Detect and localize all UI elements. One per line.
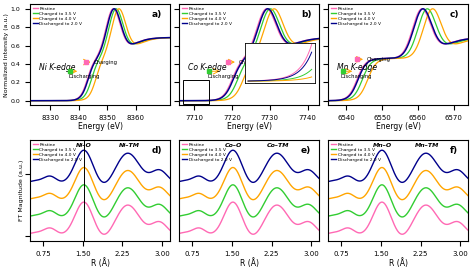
Text: d): d) (152, 146, 162, 155)
Text: Discharging: Discharging (341, 74, 372, 79)
Legend: Pristine, Charged to 3.5 V, Charged to 4.0 V, Discharged to 2.0 V: Pristine, Charged to 3.5 V, Charged to 4… (329, 141, 383, 163)
Text: e): e) (301, 146, 311, 155)
Text: Co K-edge: Co K-edge (188, 63, 226, 72)
Legend: Pristine, Charged to 3.5 V, Charged to 4.0 V, Discharged to 2.0 V: Pristine, Charged to 3.5 V, Charged to 4… (31, 141, 84, 163)
Y-axis label: Normalized Intensity (a.u.): Normalized Intensity (a.u.) (4, 13, 9, 97)
Text: Ni K-edge: Ni K-edge (38, 63, 75, 72)
Text: c): c) (450, 10, 459, 19)
Legend: Pristine, Charged to 3.5 V, Charged to 4.0 V, Discharged to 2.0 V: Pristine, Charged to 3.5 V, Charged to 4… (180, 5, 233, 28)
Text: Mn–O: Mn–O (373, 143, 392, 148)
Y-axis label: FT Magnitude (a.u.): FT Magnitude (a.u.) (19, 160, 24, 221)
Text: a): a) (152, 10, 162, 19)
Text: Discharging: Discharging (69, 74, 100, 79)
X-axis label: Energy (eV): Energy (eV) (376, 122, 420, 131)
Text: Charging: Charging (366, 57, 391, 62)
Legend: Pristine, Charged to 3.5 V, Charged to 4.0 V, Discharged to 2.0 V: Pristine, Charged to 3.5 V, Charged to 4… (31, 5, 84, 28)
Text: Discharging: Discharging (208, 74, 239, 79)
X-axis label: Energy (eV): Energy (eV) (78, 122, 123, 131)
X-axis label: R (Å): R (Å) (240, 258, 259, 268)
X-axis label: R (Å): R (Å) (389, 258, 408, 268)
Text: f): f) (450, 146, 458, 155)
Bar (183, 81, 210, 104)
Text: b): b) (301, 10, 311, 19)
Text: Co–O: Co–O (224, 143, 242, 148)
Text: Ni–TM: Ni–TM (119, 143, 140, 148)
X-axis label: R (Å): R (Å) (91, 258, 109, 268)
Text: Mn K-edge: Mn K-edge (337, 63, 377, 72)
Text: Ni–O: Ni–O (76, 143, 92, 148)
Text: Co–TM: Co–TM (267, 143, 290, 148)
Legend: Pristine, Charged to 3.5 V, Charged to 4.0 V, Discharged to 2.0 V: Pristine, Charged to 3.5 V, Charged to 4… (180, 141, 233, 163)
Text: Mn–TM: Mn–TM (415, 143, 439, 148)
Text: Charging: Charging (93, 60, 118, 65)
X-axis label: Energy (eV): Energy (eV) (227, 122, 272, 131)
Text: Charging: Charging (238, 60, 263, 65)
Legend: Pristine, Charged to 3.5 V, Charged to 4.0 V, Discharged to 2.0 V: Pristine, Charged to 3.5 V, Charged to 4… (329, 5, 383, 28)
